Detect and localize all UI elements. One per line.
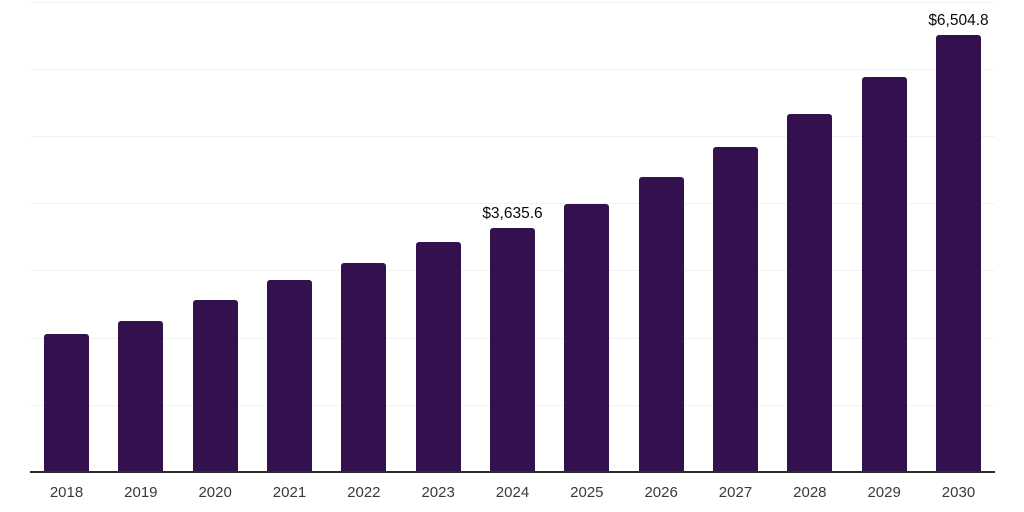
- gridline-5000: [30, 136, 995, 137]
- bar-2029: [861, 76, 907, 472]
- gridline-4000: [30, 203, 995, 205]
- data-label-2024: $3,635.6: [482, 204, 543, 222]
- x-tick-label-2021: 2021: [272, 484, 307, 501]
- bar-2019: [118, 320, 164, 472]
- bar-2018: [44, 333, 89, 472]
- gridline-7000: [30, 1, 995, 3]
- bar-2030: [935, 34, 981, 472]
- x-tick-label-2028: 2028: [793, 484, 827, 501]
- bar-2022: [341, 263, 387, 472]
- x-tick-label-2030: 2030: [941, 484, 976, 501]
- plot-area: 2018 2019 2020 2021 2022 2023 2024 2025 2026 2027…: [30, 0, 995, 512]
- bar-2023: [415, 242, 461, 472]
- bar-2028: [787, 114, 833, 472]
- x-axis-line: [30, 470, 995, 473]
- x-tick-label-2020: 2020: [198, 484, 232, 501]
- x-tick-label-2023: 2023: [421, 484, 455, 501]
- bar-2024: [489, 227, 535, 472]
- x-tick-label-2025: 2025: [570, 484, 604, 501]
- bar-2025: [564, 203, 610, 472]
- bar-2021: [266, 279, 312, 472]
- x-tick-label-2029: 2029: [867, 484, 901, 501]
- x-tick-label-2022: 2022: [347, 484, 381, 501]
- bar-2027: [712, 147, 758, 472]
- bar-2020: [192, 299, 238, 472]
- x-tick-label-2026: 2026: [644, 484, 678, 501]
- x-tick-label-2024: 2024: [495, 484, 530, 501]
- gridline-6000: [30, 68, 995, 70]
- x-tick-label-2018: 2018: [49, 484, 84, 501]
- data-label-2030: $6,504.8: [928, 11, 989, 29]
- x-tick-label-2019: 2019: [124, 484, 158, 501]
- x-tick-label-2027: 2027: [718, 484, 753, 501]
- bar-2026: [638, 176, 684, 472]
